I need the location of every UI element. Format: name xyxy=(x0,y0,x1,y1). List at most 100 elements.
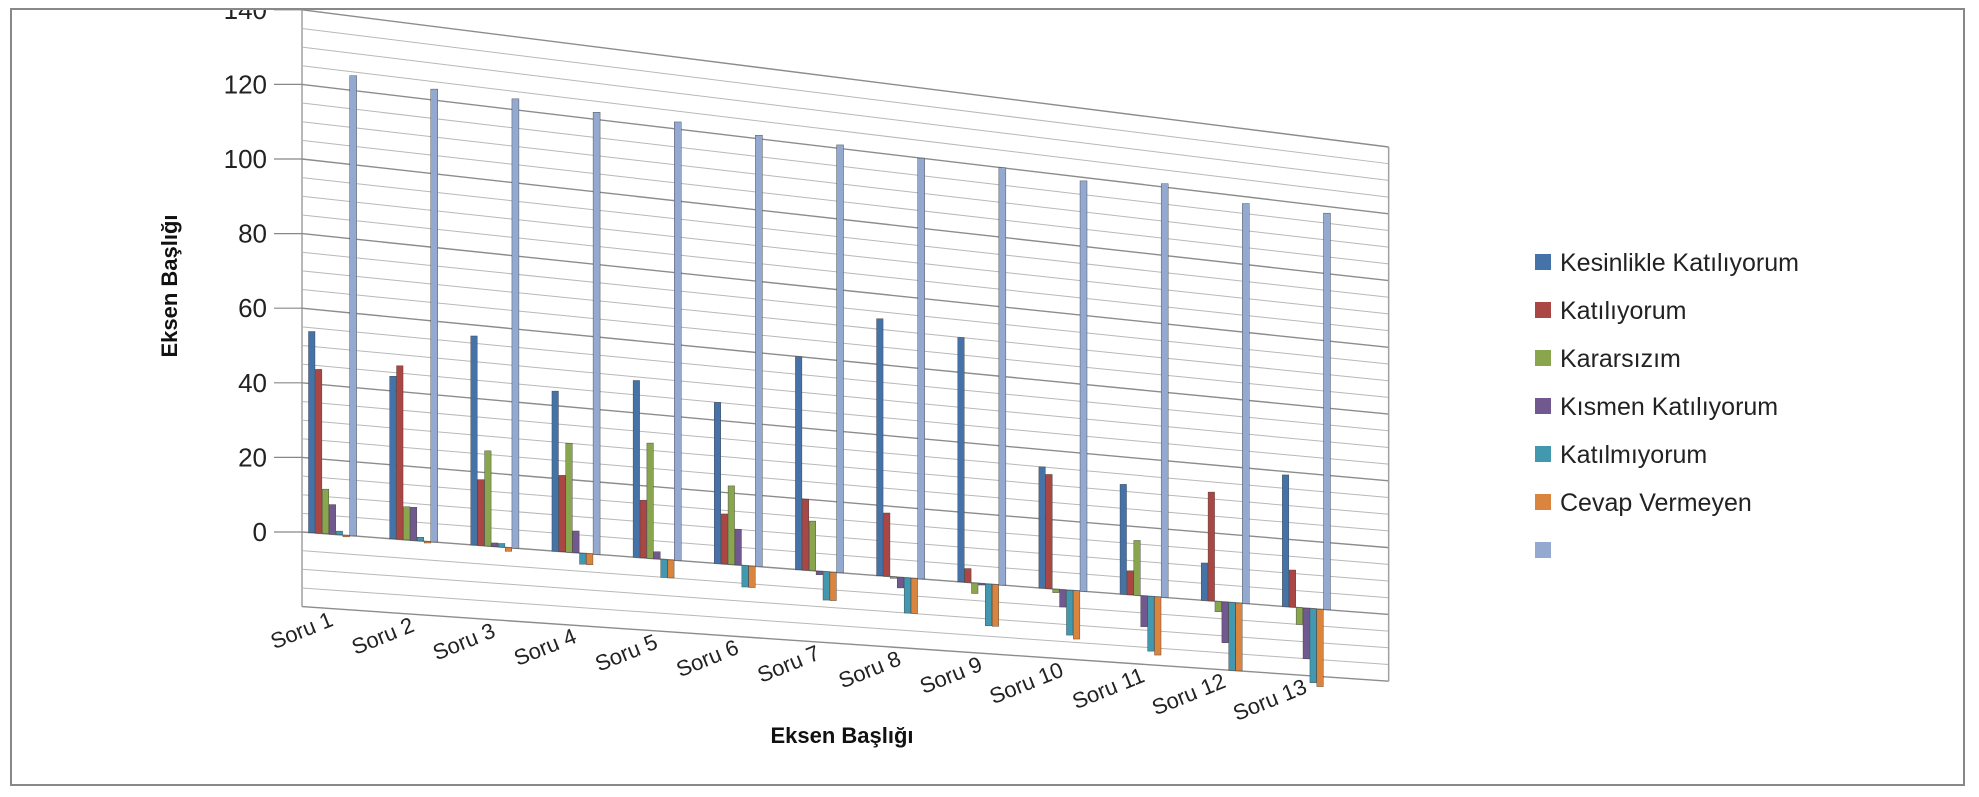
x-category-label: Soru 6 xyxy=(673,635,742,682)
bar-kararsızım-soru-2 xyxy=(403,506,411,541)
bar-kısmen-katılıyorum-soru-8 xyxy=(897,577,904,589)
y-tick-label: 100 xyxy=(224,144,267,174)
bar-katılmıyorum-soru-12 xyxy=(1228,602,1236,671)
bar-katılıyorum-soru-1 xyxy=(315,369,323,534)
bar-series-7-soru-10 xyxy=(1079,180,1088,592)
bar-cevap-vermeyen-soru-4 xyxy=(586,553,594,565)
x-category-label: Soru 4 xyxy=(510,623,579,670)
bar-cevap-vermeyen-soru-7 xyxy=(829,572,837,601)
bar-kısmen-katılıyorum-soru-5 xyxy=(653,551,661,560)
bar-katılıyorum-soru-5 xyxy=(639,499,647,559)
bar-kısmen-katılıyorum-soru-2 xyxy=(410,507,418,541)
bar-cevap-vermeyen-soru-5 xyxy=(667,559,675,579)
bar-katılmıyorum-soru-6 xyxy=(741,565,749,588)
x-axis-title: Eksen Başlığı xyxy=(770,723,913,748)
bar-kesinlikle-katılıyorum-soru-6 xyxy=(714,402,721,564)
legend-label: Katılmıyorum xyxy=(1560,441,1707,469)
bar-kesinlikle-katılıyorum-soru-2 xyxy=(389,376,397,540)
bar-kararsızım-soru-12 xyxy=(1214,601,1222,612)
bar-katılmıyorum-soru-10 xyxy=(1066,590,1074,636)
bar-kesinlikle-katılıyorum-soru-11 xyxy=(1119,484,1127,595)
bar-kesinlikle-katılıyorum-soru-9 xyxy=(957,337,965,583)
x-category-label: Soru 11 xyxy=(1069,663,1148,714)
bar-kararsızım-soru-6 xyxy=(727,485,735,565)
x-category-label: Soru 2 xyxy=(348,612,417,659)
bar-katılıyorum-soru-4 xyxy=(558,475,566,552)
x-category-label: Soru 9 xyxy=(916,651,985,698)
x-category-label: Soru 13 xyxy=(1229,674,1310,726)
bar-kararsızım-soru-10 xyxy=(1052,588,1060,593)
x-category-label: Soru 10 xyxy=(986,657,1067,709)
bar-kısmen-katılıyorum-soru-10 xyxy=(1059,589,1067,608)
bar-katılmıyorum-soru-9 xyxy=(985,583,993,627)
grid-lines xyxy=(301,10,1390,682)
legend-label: Kararsızım xyxy=(1560,345,1681,373)
y-tick-label: 0 xyxy=(253,517,267,547)
bar-kesinlikle-katılıyorum-soru-1 xyxy=(308,331,316,533)
legend-label: Kesinlikle Katılıyorum xyxy=(1560,249,1799,277)
bar-chart: 0 20 40 60 80 100 120 140 Soru 1 Soru 2 Soru 3 Sor… xyxy=(157,10,1799,748)
bar-katılmıyorum-soru-5 xyxy=(660,559,668,578)
legend-label: Katılıyorum xyxy=(1560,297,1686,325)
bar-katılmıyorum-soru-13 xyxy=(1309,608,1317,683)
bar-katılıyorum-soru-2 xyxy=(396,365,404,540)
bar-kararsızım-soru-3 xyxy=(484,450,492,547)
bar-kararsızım-soru-1 xyxy=(322,488,329,534)
bar-kesinlikle-katılıyorum-soru-13 xyxy=(1282,474,1290,607)
bar-katılmıyorum-soru-1 xyxy=(335,530,343,536)
bar-katılıyorum-soru-13 xyxy=(1289,569,1296,608)
bar-katılmıyorum-soru-2 xyxy=(417,537,424,542)
legend-swatch xyxy=(1535,542,1551,558)
bar-cevap-vermeyen-soru-10 xyxy=(1073,590,1081,640)
bar-katılıyorum-soru-12 xyxy=(1207,491,1215,602)
bar-kesinlikle-katılıyorum-soru-5 xyxy=(632,380,640,558)
bar-kısmen-katılıyorum-soru-3 xyxy=(491,542,499,547)
bar-kararsızım-soru-11 xyxy=(1133,540,1141,596)
bar-kesinlikle-katılıyorum-soru-4 xyxy=(551,390,559,552)
bar-cevap-vermeyen-soru-12 xyxy=(1235,602,1243,672)
bar-kısmen-katılıyorum-soru-9 xyxy=(978,583,986,586)
bar-katılıyorum-soru-3 xyxy=(477,479,485,546)
bar-katılmıyorum-soru-3 xyxy=(498,543,506,548)
bar-series-7-soru-8 xyxy=(917,157,925,580)
bar-kararsızım-soru-13 xyxy=(1295,607,1303,625)
bar-kısmen-katılıyorum-soru-13 xyxy=(1302,607,1310,659)
bar-cevap-vermeyen-soru-13 xyxy=(1316,609,1324,687)
y-tick-label: 40 xyxy=(238,368,267,398)
y-tick-label: 80 xyxy=(238,219,267,249)
bar-kararsızım-soru-9 xyxy=(971,582,979,594)
bar-series-7-soru-6 xyxy=(755,135,763,567)
bar-cevap-vermeyen-soru-8 xyxy=(910,578,918,614)
y-tick-label: 20 xyxy=(238,442,267,472)
bar-kararsızım-soru-5 xyxy=(646,442,654,559)
bar-series-7-soru-9 xyxy=(998,167,1007,586)
legend-swatch xyxy=(1535,302,1551,318)
bar-kesinlikle-katılıyorum-soru-7 xyxy=(795,356,803,570)
y-axis-title: Eksen Başlığı xyxy=(157,214,182,357)
bar-kısmen-katılıyorum-soru-6 xyxy=(734,529,742,566)
bar-series-7-soru-11 xyxy=(1160,183,1169,598)
bar-kısmen-katılıyorum-soru-12 xyxy=(1221,601,1229,643)
legend-swatch xyxy=(1535,254,1551,270)
bar-series-7-soru-7 xyxy=(836,144,844,573)
bar-series-7-soru-1 xyxy=(349,75,357,537)
bar-katılıyorum-soru-10 xyxy=(1045,474,1053,589)
bar-series-7-soru-12 xyxy=(1242,203,1250,604)
bar-kesinlikle-katılıyorum-soru-8 xyxy=(876,318,884,577)
bar-katılıyorum-soru-6 xyxy=(720,513,728,565)
x-category-label: Soru 7 xyxy=(754,640,823,687)
bar-kısmen-katılıyorum-soru-4 xyxy=(572,530,580,553)
bar-katılıyorum-soru-8 xyxy=(883,512,891,577)
bar-kararsızım-soru-4 xyxy=(565,443,573,553)
bar-series-7-soru-2 xyxy=(430,88,438,543)
x-category-label: Soru 5 xyxy=(591,629,660,676)
bar-katılıyorum-soru-7 xyxy=(802,499,810,571)
y-axis-ticks: 0 20 40 60 80 100 120 140 xyxy=(224,10,302,547)
bar-katılıyorum-soru-11 xyxy=(1126,570,1134,595)
legend-label: Cevap Vermeyen xyxy=(1560,489,1752,517)
bar-cevap-vermeyen-soru-9 xyxy=(992,584,999,627)
legend-swatch xyxy=(1535,446,1551,462)
x-category-label: Soru 8 xyxy=(835,646,904,693)
y-tick-label: 60 xyxy=(238,293,267,323)
bar-katılmıyorum-soru-11 xyxy=(1147,596,1155,652)
